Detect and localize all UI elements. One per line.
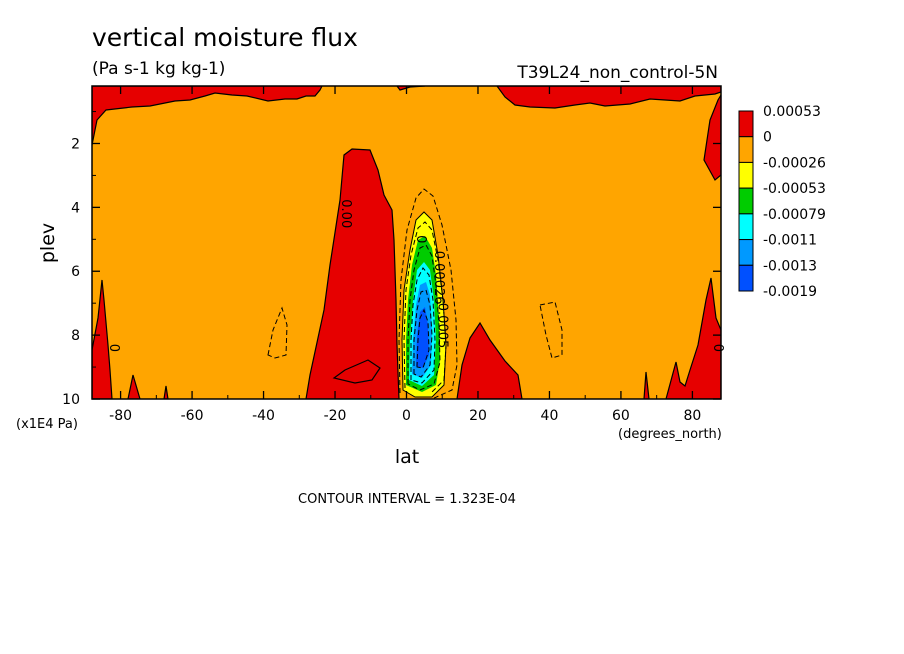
left-notch-region [127,374,141,399]
legend-swatch [738,239,754,266]
y-tick-label: 8 [71,328,80,344]
x-units-label: (degrees_north) [618,427,722,442]
contour-label: 0 [413,235,428,243]
y-tick-label: 10 [62,392,80,408]
legend-swatch [738,110,754,138]
x-tick-label: 20 [469,408,487,424]
plot-field [92,86,721,399]
contour-label: 0.0005 [435,303,450,349]
tropics-right-region [456,321,523,399]
y-units-label: (x1E4 Pa) [16,417,78,432]
legend-label: -0.00026 [763,155,826,171]
right-notch-region [665,277,721,399]
run-label: T39L24_non_control-5N [516,63,718,83]
legend-label: -0.00079 [763,207,826,223]
x-tick-label: -60 [181,408,204,424]
legend-swatch [738,187,754,215]
x-tick-label: 40 [541,408,559,424]
legend-swatch [738,136,754,163]
x-axis-label: lat [395,446,419,468]
legend-swatch [738,264,754,292]
legend-label: -0.0013 [763,258,817,274]
left-edge-region [92,279,113,399]
y-tick-label: 6 [71,264,80,280]
positive-regions [92,86,721,399]
legend-label: -0.00053 [763,181,826,197]
x-tick-label: 80 [683,408,701,424]
legend-swatch [738,161,754,189]
left-spike-region [163,385,169,399]
contour-interval-text: CONTOUR INTERVAL = 1.323E-04 [298,492,516,507]
x-tick-label: 0 [402,408,411,424]
negative-contours [267,188,563,399]
x-axis: -80 -60 -40 -20 0 20 40 60 80 [109,86,701,424]
x-tick-label: -40 [252,408,275,424]
legend-label: -0.0011 [763,233,817,249]
y-tick-label: 4 [71,200,80,216]
y-axis-label: plev [37,223,59,263]
contour-label: 0 [710,344,725,352]
negative-regions [267,188,563,399]
x-tick-label: -80 [109,408,132,424]
legend-label: -0.0019 [763,284,817,300]
top-right-region [496,86,721,109]
legend-label: 0 [763,130,772,146]
y-tick-label: 2 [71,136,80,152]
x-tick-label: -20 [324,408,347,424]
top-left-region [92,86,323,146]
top-mid-region [396,86,426,91]
contour-label: 0.00026 [431,251,446,305]
right-small-spike [643,371,650,399]
contour-label: 0 [106,344,121,352]
x-tick-label: 60 [612,408,630,424]
units-label: (Pa s-1 kg kg-1) [92,59,225,79]
small-closed-contour [332,359,381,384]
chart-title: vertical moisture flux [92,23,358,52]
legend: 0.00053 0 -0.00026 -0.00053 -0.00079 -0.0011 -… [738,104,826,300]
right-edge-region [703,93,721,181]
y-axis: 2 4 6 8 10 [62,111,721,408]
legend-swatch [738,213,754,241]
legend-label: 0.00053 [763,104,821,120]
central-plume-region [305,148,400,399]
contour-label: 0.00 [338,199,353,228]
